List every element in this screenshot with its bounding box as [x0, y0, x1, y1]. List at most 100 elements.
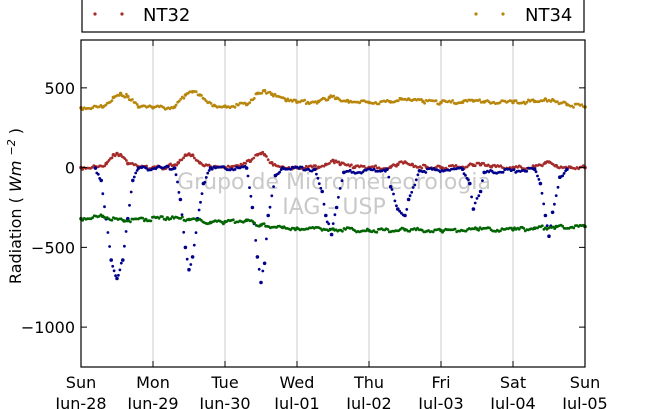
series-dot	[398, 209, 401, 213]
data-point-2-12	[187, 267, 191, 272]
series-dot	[249, 194, 253, 198]
x-tick-date-1: Jun-29	[126, 394, 178, 409]
series-dot	[200, 94, 203, 97]
series-dot	[473, 201, 477, 205]
series-dot	[536, 174, 539, 178]
data-point-2-44	[543, 213, 548, 218]
series-dot	[337, 160, 341, 164]
x-tick-date-4: Jul-02	[345, 394, 391, 409]
series-dot	[423, 101, 426, 105]
series-dot	[350, 163, 353, 167]
series-dot	[554, 194, 558, 198]
series-dot	[545, 224, 549, 228]
x-tick-day-5: Fri	[431, 373, 450, 392]
y-tick-label-2: −500	[31, 238, 75, 257]
series-dot	[262, 222, 266, 226]
series-dot	[534, 170, 538, 174]
data-point-2-13	[190, 255, 195, 259]
series-dot	[481, 179, 484, 183]
series-dot	[561, 224, 564, 228]
series-dot	[124, 230, 128, 233]
series-dot	[117, 273, 120, 277]
series-2	[93, 164, 569, 285]
series-dot	[248, 186, 251, 190]
series-dot	[210, 167, 214, 171]
series-dot	[110, 99, 114, 102]
x-tick-day-4: Thu	[353, 373, 384, 392]
x-tick-day-0: Sun	[66, 373, 96, 392]
series-dot	[128, 203, 131, 207]
series-dot	[337, 195, 340, 199]
series-dot	[562, 172, 566, 175]
data-point-2-42	[532, 167, 537, 171]
watermark-line-2: IAG - USP	[282, 195, 385, 220]
series-dot	[333, 213, 337, 217]
data-point-2-7	[131, 178, 135, 183]
series-dot	[561, 174, 565, 178]
series-dot	[81, 218, 85, 222]
data-point-2-27	[324, 213, 328, 218]
series-dot	[499, 229, 502, 233]
series-dot	[169, 217, 173, 221]
legend-item-nt32: NT32	[93, 5, 190, 26]
y-tick-label-1: 0	[65, 159, 75, 178]
series-dot	[289, 167, 293, 171]
data-point-2-28	[329, 232, 334, 237]
data-point-1-15	[262, 88, 267, 93]
series-dot	[374, 164, 377, 168]
series-dot	[475, 197, 479, 200]
series-dot	[123, 95, 127, 99]
data-point-2-43	[538, 181, 543, 186]
series-dot	[332, 94, 336, 98]
series-dot	[540, 191, 544, 195]
data-point-2-31	[385, 167, 389, 171]
data-point-2-22	[266, 213, 271, 218]
series-dot	[525, 169, 529, 173]
series-dot	[129, 220, 132, 224]
series-dot	[182, 156, 186, 160]
series-dot	[253, 221, 256, 225]
series-dot	[135, 103, 139, 106]
x-tick-date-0: Jun-28	[54, 394, 106, 409]
data-point-2-3	[109, 258, 113, 262]
y-axis-label: Radiation ( Wm −2 )	[5, 128, 26, 284]
series-dot	[176, 180, 179, 184]
series-dot	[177, 99, 181, 103]
series-dot	[194, 90, 198, 94]
data-point-2-34	[403, 213, 407, 218]
data-point-2-46	[550, 210, 555, 215]
series-dot	[512, 168, 516, 172]
series-dot	[514, 99, 518, 103]
series-dot	[470, 195, 473, 199]
data-point-2-10	[178, 197, 183, 202]
data-point-2-26	[320, 189, 325, 194]
data-point-2-29	[334, 205, 339, 210]
series-dot	[286, 97, 290, 101]
series-dot	[194, 231, 198, 235]
series-dot	[185, 257, 189, 261]
series-dot	[498, 101, 502, 104]
series-dot	[197, 208, 201, 212]
series-dot	[454, 164, 458, 167]
legend-marker-nt32-2	[120, 12, 124, 16]
data-point-2-21	[262, 261, 267, 266]
series-dot	[372, 167, 376, 171]
series-dot	[180, 213, 184, 217]
data-point-0-34	[410, 162, 415, 167]
series-dot	[473, 164, 477, 168]
series-dot	[387, 175, 391, 179]
series-dot	[110, 156, 114, 160]
series-dot	[203, 180, 207, 184]
data-point-1-4	[126, 94, 130, 99]
series-dot	[331, 222, 335, 226]
watermark-line-1: Grupo de Micrometeorologia	[177, 170, 491, 195]
series-dot	[114, 274, 117, 278]
series-dot	[113, 154, 117, 158]
data-point-2-48	[565, 167, 569, 171]
series-dot	[254, 239, 258, 242]
series-dot	[199, 200, 202, 204]
legend-marker-nt32	[93, 12, 97, 16]
data-point-2-20	[259, 280, 263, 285]
series-1	[79, 88, 587, 111]
series-dot	[161, 215, 164, 219]
